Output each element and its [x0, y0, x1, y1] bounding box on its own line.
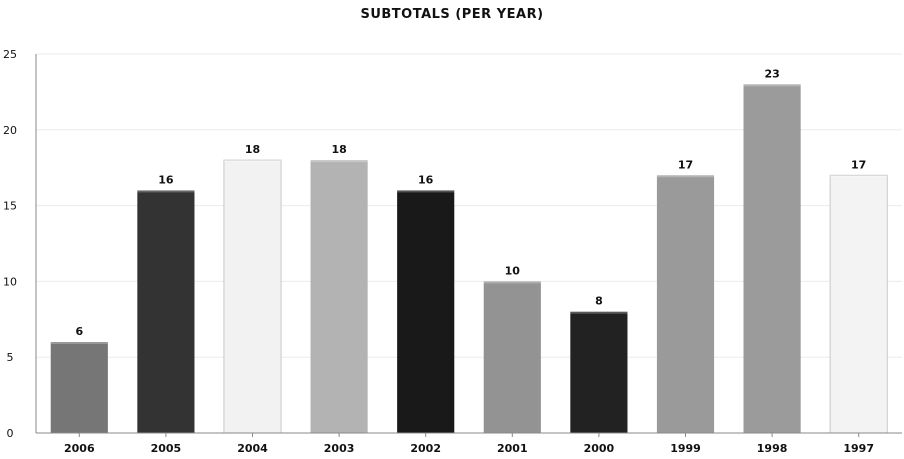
bar-2002 [397, 190, 455, 433]
bar-highlight [830, 175, 888, 178]
value-label: 16 [418, 173, 434, 186]
x-tick-label: 2006 [64, 442, 95, 455]
value-label: 10 [505, 264, 521, 277]
value-label: 17 [851, 158, 866, 171]
y-tick-label: 10 [3, 275, 17, 288]
value-label: 17 [678, 158, 693, 171]
bar-highlight [656, 175, 715, 178]
value-label: 18 [245, 143, 260, 156]
x-tick-label: 1999 [670, 442, 701, 455]
bar-highlight [483, 281, 541, 284]
value-label: 8 [595, 295, 603, 308]
bar-highlight [310, 160, 368, 163]
bar-highlight [570, 311, 628, 314]
bar-highlight [743, 84, 801, 87]
bar-2001 [483, 281, 541, 433]
value-label: 18 [331, 143, 346, 156]
bar-2003 [310, 160, 368, 433]
x-tick-label: 2004 [237, 442, 268, 455]
y-tick-label: 5 [7, 351, 14, 364]
bar-1998 [743, 84, 801, 433]
bar-1999 [656, 175, 715, 433]
bar-highlight [223, 160, 282, 163]
y-tick-label: 0 [7, 427, 14, 440]
x-tick-label: 2000 [584, 442, 615, 455]
bar-2004 [223, 159, 282, 434]
x-tick-label: 2001 [497, 442, 528, 455]
bar-2006 [50, 342, 108, 433]
x-tick-label: 2002 [410, 442, 441, 455]
x-tick-label: 2003 [324, 442, 355, 455]
axes: 0 5 10 15 20 25 2006 2005 2004 2003 2002 2001 2000 19… [3, 48, 902, 455]
bar-2005 [137, 190, 195, 433]
bar-highlight [50, 342, 108, 345]
bar-2000 [570, 311, 628, 433]
bar-1997 [829, 174, 888, 434]
x-tick-label: 1997 [843, 442, 874, 455]
bar-highlight [397, 190, 455, 193]
chart-title: SUBTOTALS (PER YEAR) [360, 7, 543, 22]
bars [50, 84, 888, 434]
x-tick-label: 1998 [757, 442, 788, 455]
value-labels: 6 16 18 18 16 10 8 17 23 17 [75, 67, 866, 338]
x-tick-label: 2005 [151, 442, 182, 455]
bar-highlight [137, 190, 195, 193]
y-tick-label: 15 [3, 200, 17, 213]
value-label: 6 [75, 325, 83, 338]
value-label: 23 [764, 67, 779, 80]
value-label: 16 [158, 173, 174, 186]
y-tick-label: 25 [3, 48, 17, 61]
y-tick-label: 20 [3, 124, 17, 137]
